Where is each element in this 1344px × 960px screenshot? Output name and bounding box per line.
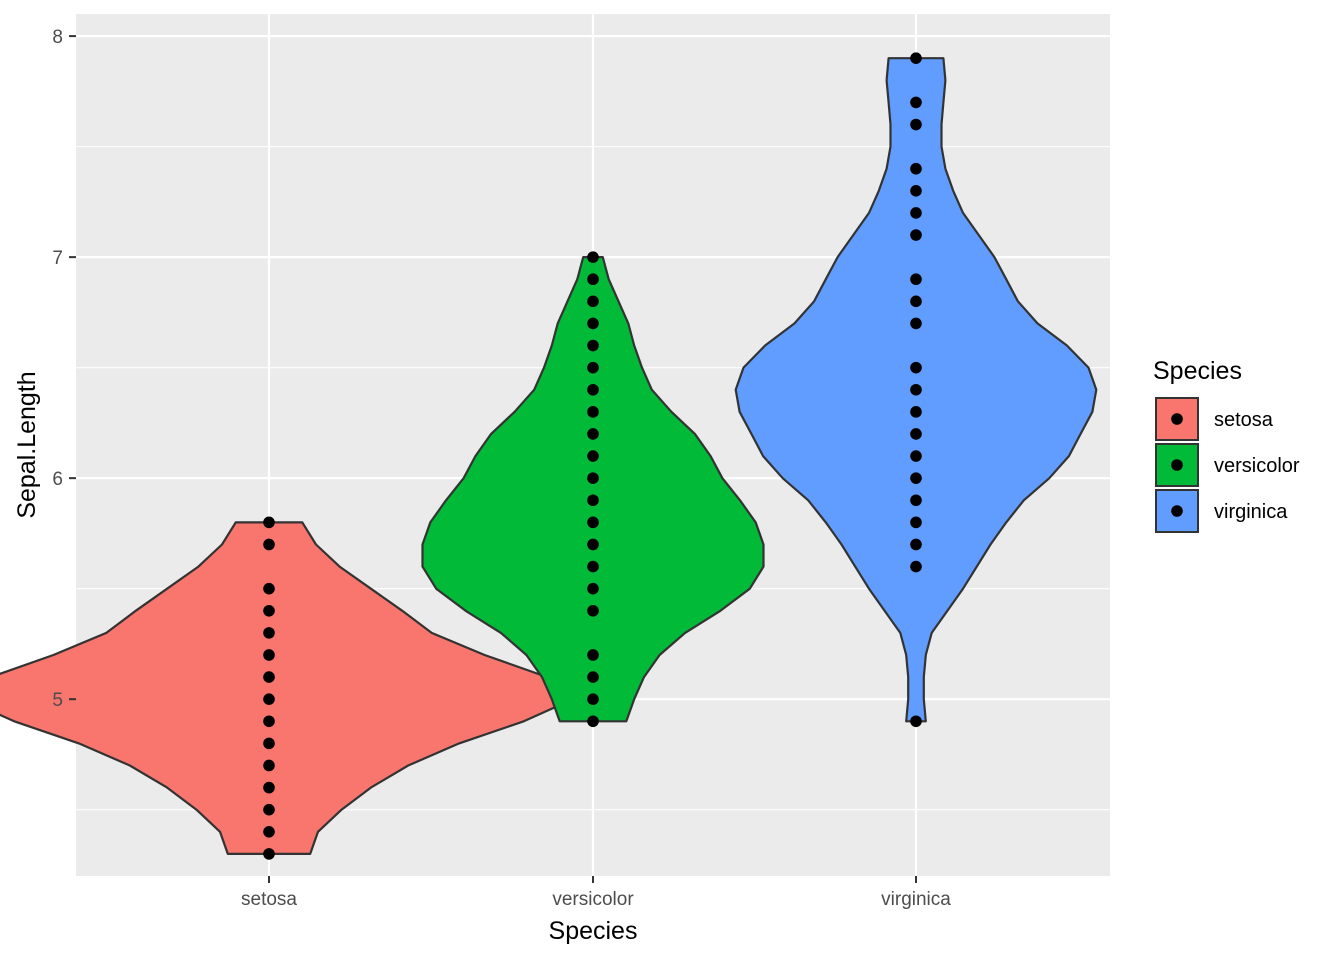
- point-setosa: [263, 582, 275, 595]
- point-virginica: [910, 406, 922, 418]
- point-virginica: [910, 428, 922, 440]
- point-virginica: [910, 207, 922, 219]
- point-versicolor: [587, 715, 599, 728]
- y-tick-label: 6: [52, 469, 63, 490]
- point-versicolor: [587, 317, 599, 330]
- x-tick-label: setosa: [241, 889, 297, 910]
- point-virginica: [910, 52, 922, 65]
- point-versicolor: [587, 273, 599, 286]
- y-tick-label: 5: [52, 690, 63, 711]
- point-virginica: [910, 118, 922, 131]
- point-setosa: [263, 759, 275, 772]
- point-versicolor: [587, 560, 599, 573]
- legend-keys: setosa versicolor virginica: [1155, 397, 1300, 533]
- point-virginica: [910, 185, 922, 197]
- point-setosa: [263, 649, 275, 661]
- point-virginica: [910, 96, 922, 109]
- point-versicolor: [587, 361, 599, 374]
- point-virginica: [910, 273, 922, 286]
- point-setosa: [263, 781, 275, 794]
- y-axis-title: Sepal.Length: [13, 371, 41, 518]
- point-versicolor: [587, 693, 599, 705]
- point-virginica: [910, 494, 922, 507]
- x-tick-label: versicolor: [552, 889, 634, 910]
- points: [263, 52, 922, 860]
- point-versicolor: [587, 450, 599, 462]
- point-virginica: [910, 560, 922, 573]
- point-versicolor: [587, 406, 599, 418]
- point-virginica: [910, 538, 922, 551]
- x-tick-label: virginica: [881, 889, 951, 910]
- legend: Species setosa versicolor virginica: [1153, 357, 1300, 533]
- point-setosa: [263, 825, 275, 838]
- point-virginica: [910, 162, 922, 175]
- y-tick-label: 8: [52, 27, 63, 48]
- legend-label-virginica: virginica: [1214, 501, 1288, 523]
- point-versicolor: [587, 649, 599, 661]
- legend-title: Species: [1153, 357, 1242, 385]
- point-setosa: [263, 671, 275, 683]
- point-versicolor: [587, 428, 599, 440]
- point-setosa: [263, 848, 275, 860]
- point-versicolor: [587, 494, 599, 507]
- point-versicolor: [587, 604, 599, 617]
- point-virginica: [910, 472, 922, 484]
- point-versicolor: [587, 538, 599, 551]
- legend-label-versicolor: versicolor: [1214, 455, 1300, 477]
- point-virginica: [910, 715, 922, 728]
- point-versicolor: [587, 383, 599, 396]
- point-versicolor: [587, 295, 599, 308]
- legend-point: [1171, 505, 1183, 517]
- y-tick-label: 7: [52, 248, 63, 269]
- point-virginica: [910, 450, 922, 462]
- point-versicolor: [587, 251, 599, 263]
- point-setosa: [263, 627, 275, 639]
- point-setosa: [263, 737, 275, 750]
- point-virginica: [910, 383, 922, 396]
- legend-point: [1171, 413, 1183, 425]
- violin-versicolor: [421, 256, 765, 723]
- violin-setosa: [0, 521, 580, 855]
- point-virginica: [910, 361, 922, 374]
- point-setosa: [263, 693, 275, 705]
- point-versicolor: [587, 472, 599, 484]
- point-virginica: [910, 317, 922, 330]
- point-setosa: [263, 715, 275, 728]
- point-setosa: [263, 538, 275, 551]
- x-axis: setosa versicolor virginica: [241, 876, 951, 910]
- point-setosa: [263, 803, 275, 816]
- point-virginica: [910, 229, 922, 241]
- point-setosa: [263, 604, 275, 617]
- legend-key-versicolor: [1155, 443, 1199, 487]
- y-axis: 5 6 7 8: [52, 27, 76, 711]
- point-virginica: [910, 516, 922, 529]
- point-versicolor: [587, 516, 599, 529]
- point-versicolor: [587, 671, 599, 683]
- legend-point: [1171, 459, 1183, 471]
- legend-label-setosa: setosa: [1214, 409, 1274, 431]
- point-virginica: [910, 295, 922, 308]
- point-setosa: [263, 516, 275, 529]
- point-versicolor: [587, 582, 599, 595]
- point-versicolor: [587, 339, 599, 352]
- x-axis-title: Species: [549, 917, 638, 945]
